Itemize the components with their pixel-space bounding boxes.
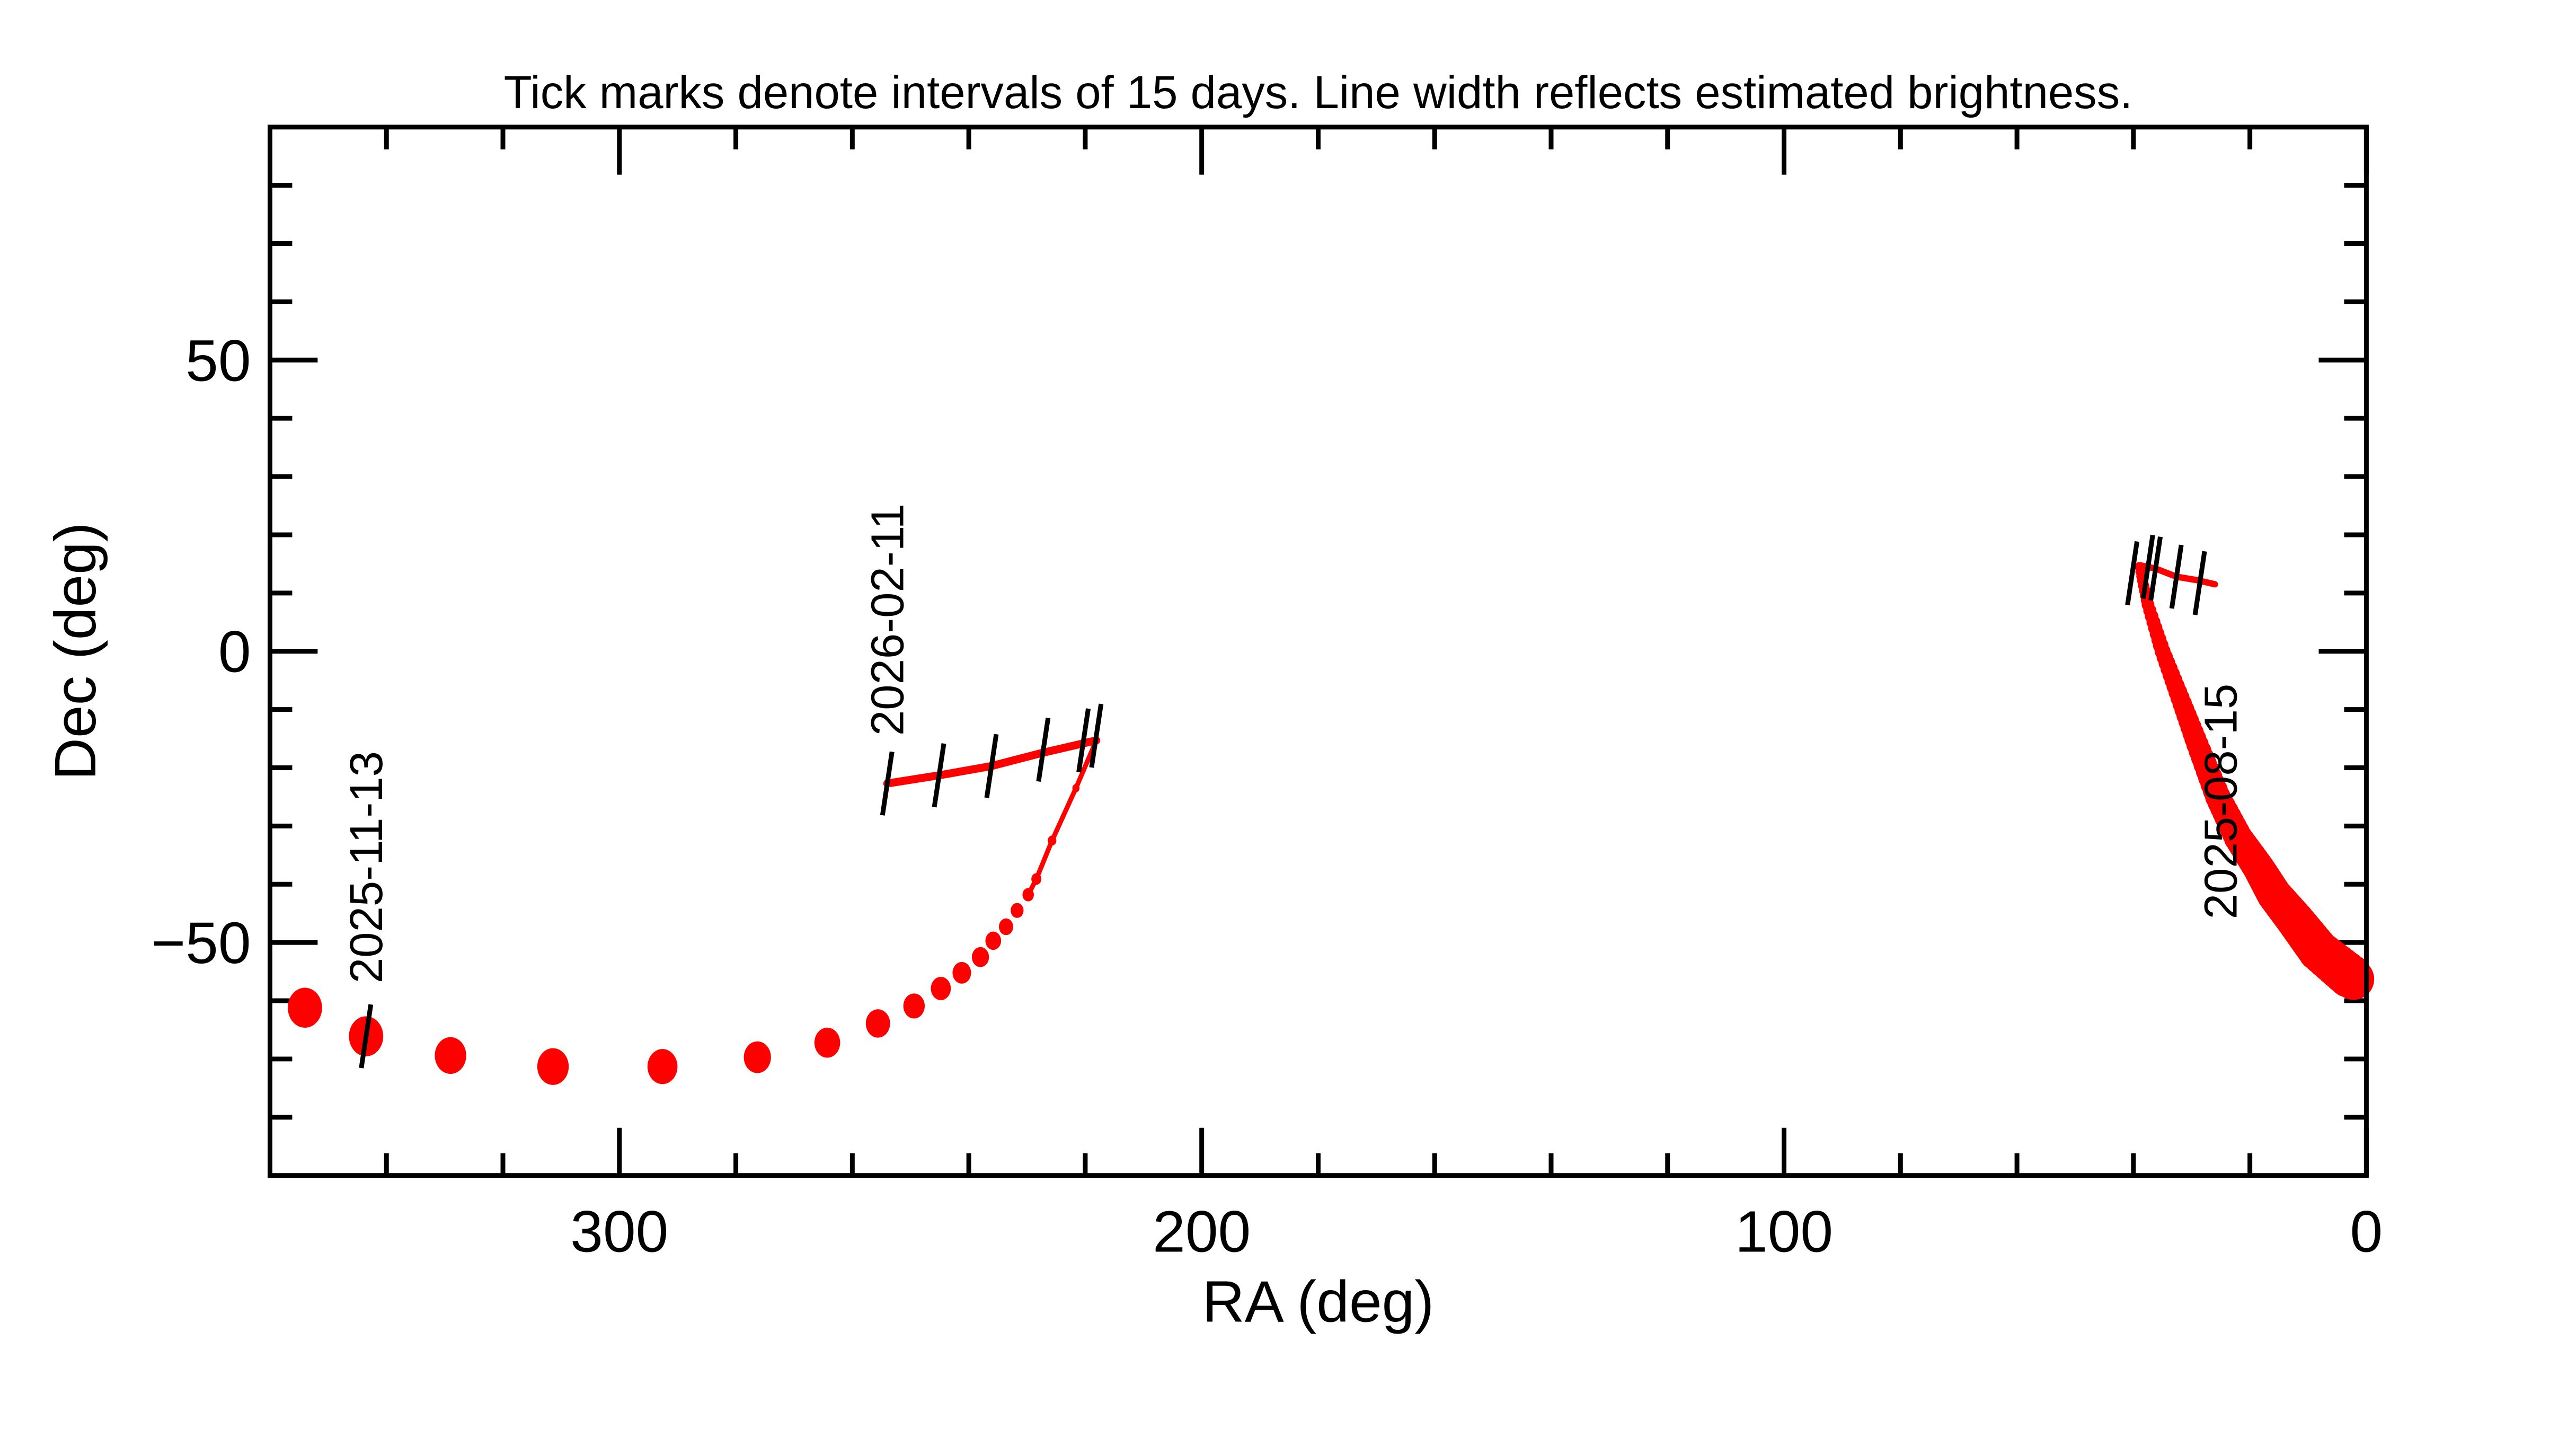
date-label: 2025-08-15 [2196,684,2247,920]
interval-tick-mark [1089,703,1104,768]
interval-tick-mark [2148,536,2163,601]
track-point [814,1027,840,1058]
track-point [2333,958,2375,1000]
interval-tick-mark [359,1004,374,1069]
track-point [647,1049,678,1084]
interval-tick-mark [2192,551,2207,615]
track-segment [1025,738,1099,897]
track-point [971,947,989,967]
interval-tick-mark [932,743,946,808]
x-tick-label: 100 [1735,1199,1833,1265]
track-point [288,987,322,1028]
x-axis-label: RA (deg) [1202,1269,1435,1334]
track-point [931,976,951,1000]
track-point [1011,903,1024,918]
track-point [903,993,925,1019]
interval-tick-mark [1036,717,1051,782]
track-point [743,1041,771,1073]
date-label: 2026-02-11 [862,504,913,736]
track-point [1072,784,1080,792]
x-tick-label: 0 [2350,1199,2383,1265]
interval-tick-mark [2140,534,2155,599]
date-label: 2025-11-13 [341,751,392,983]
track-point [1031,873,1042,885]
y-tick-label: 0 [218,620,251,685]
track-point [952,961,971,984]
y-tick-label: −50 [151,911,251,976]
y-axis-label: Dec (deg) [43,522,108,780]
track-segment [883,736,1101,788]
track-point [1022,888,1034,902]
plot-frame [267,125,2369,1178]
track-point [1048,835,1057,846]
track-point [865,1009,890,1038]
interval-tick-mark [2125,541,2140,606]
interval-tick-mark [1076,708,1091,773]
interval-tick-mark [880,751,895,816]
interval-tick-mark [2169,544,2184,609]
track-point [435,1037,466,1074]
interval-tick-mark [984,734,999,798]
chart-title: Tick marks denote intervals of 15 days. … [504,67,2133,118]
x-tick-label: 200 [1153,1199,1251,1265]
y-tick-label: 50 [185,328,251,393]
x-tick-label: 300 [570,1199,668,1265]
track-point [985,931,1002,950]
track-point [537,1048,569,1085]
track-point [998,918,1013,936]
